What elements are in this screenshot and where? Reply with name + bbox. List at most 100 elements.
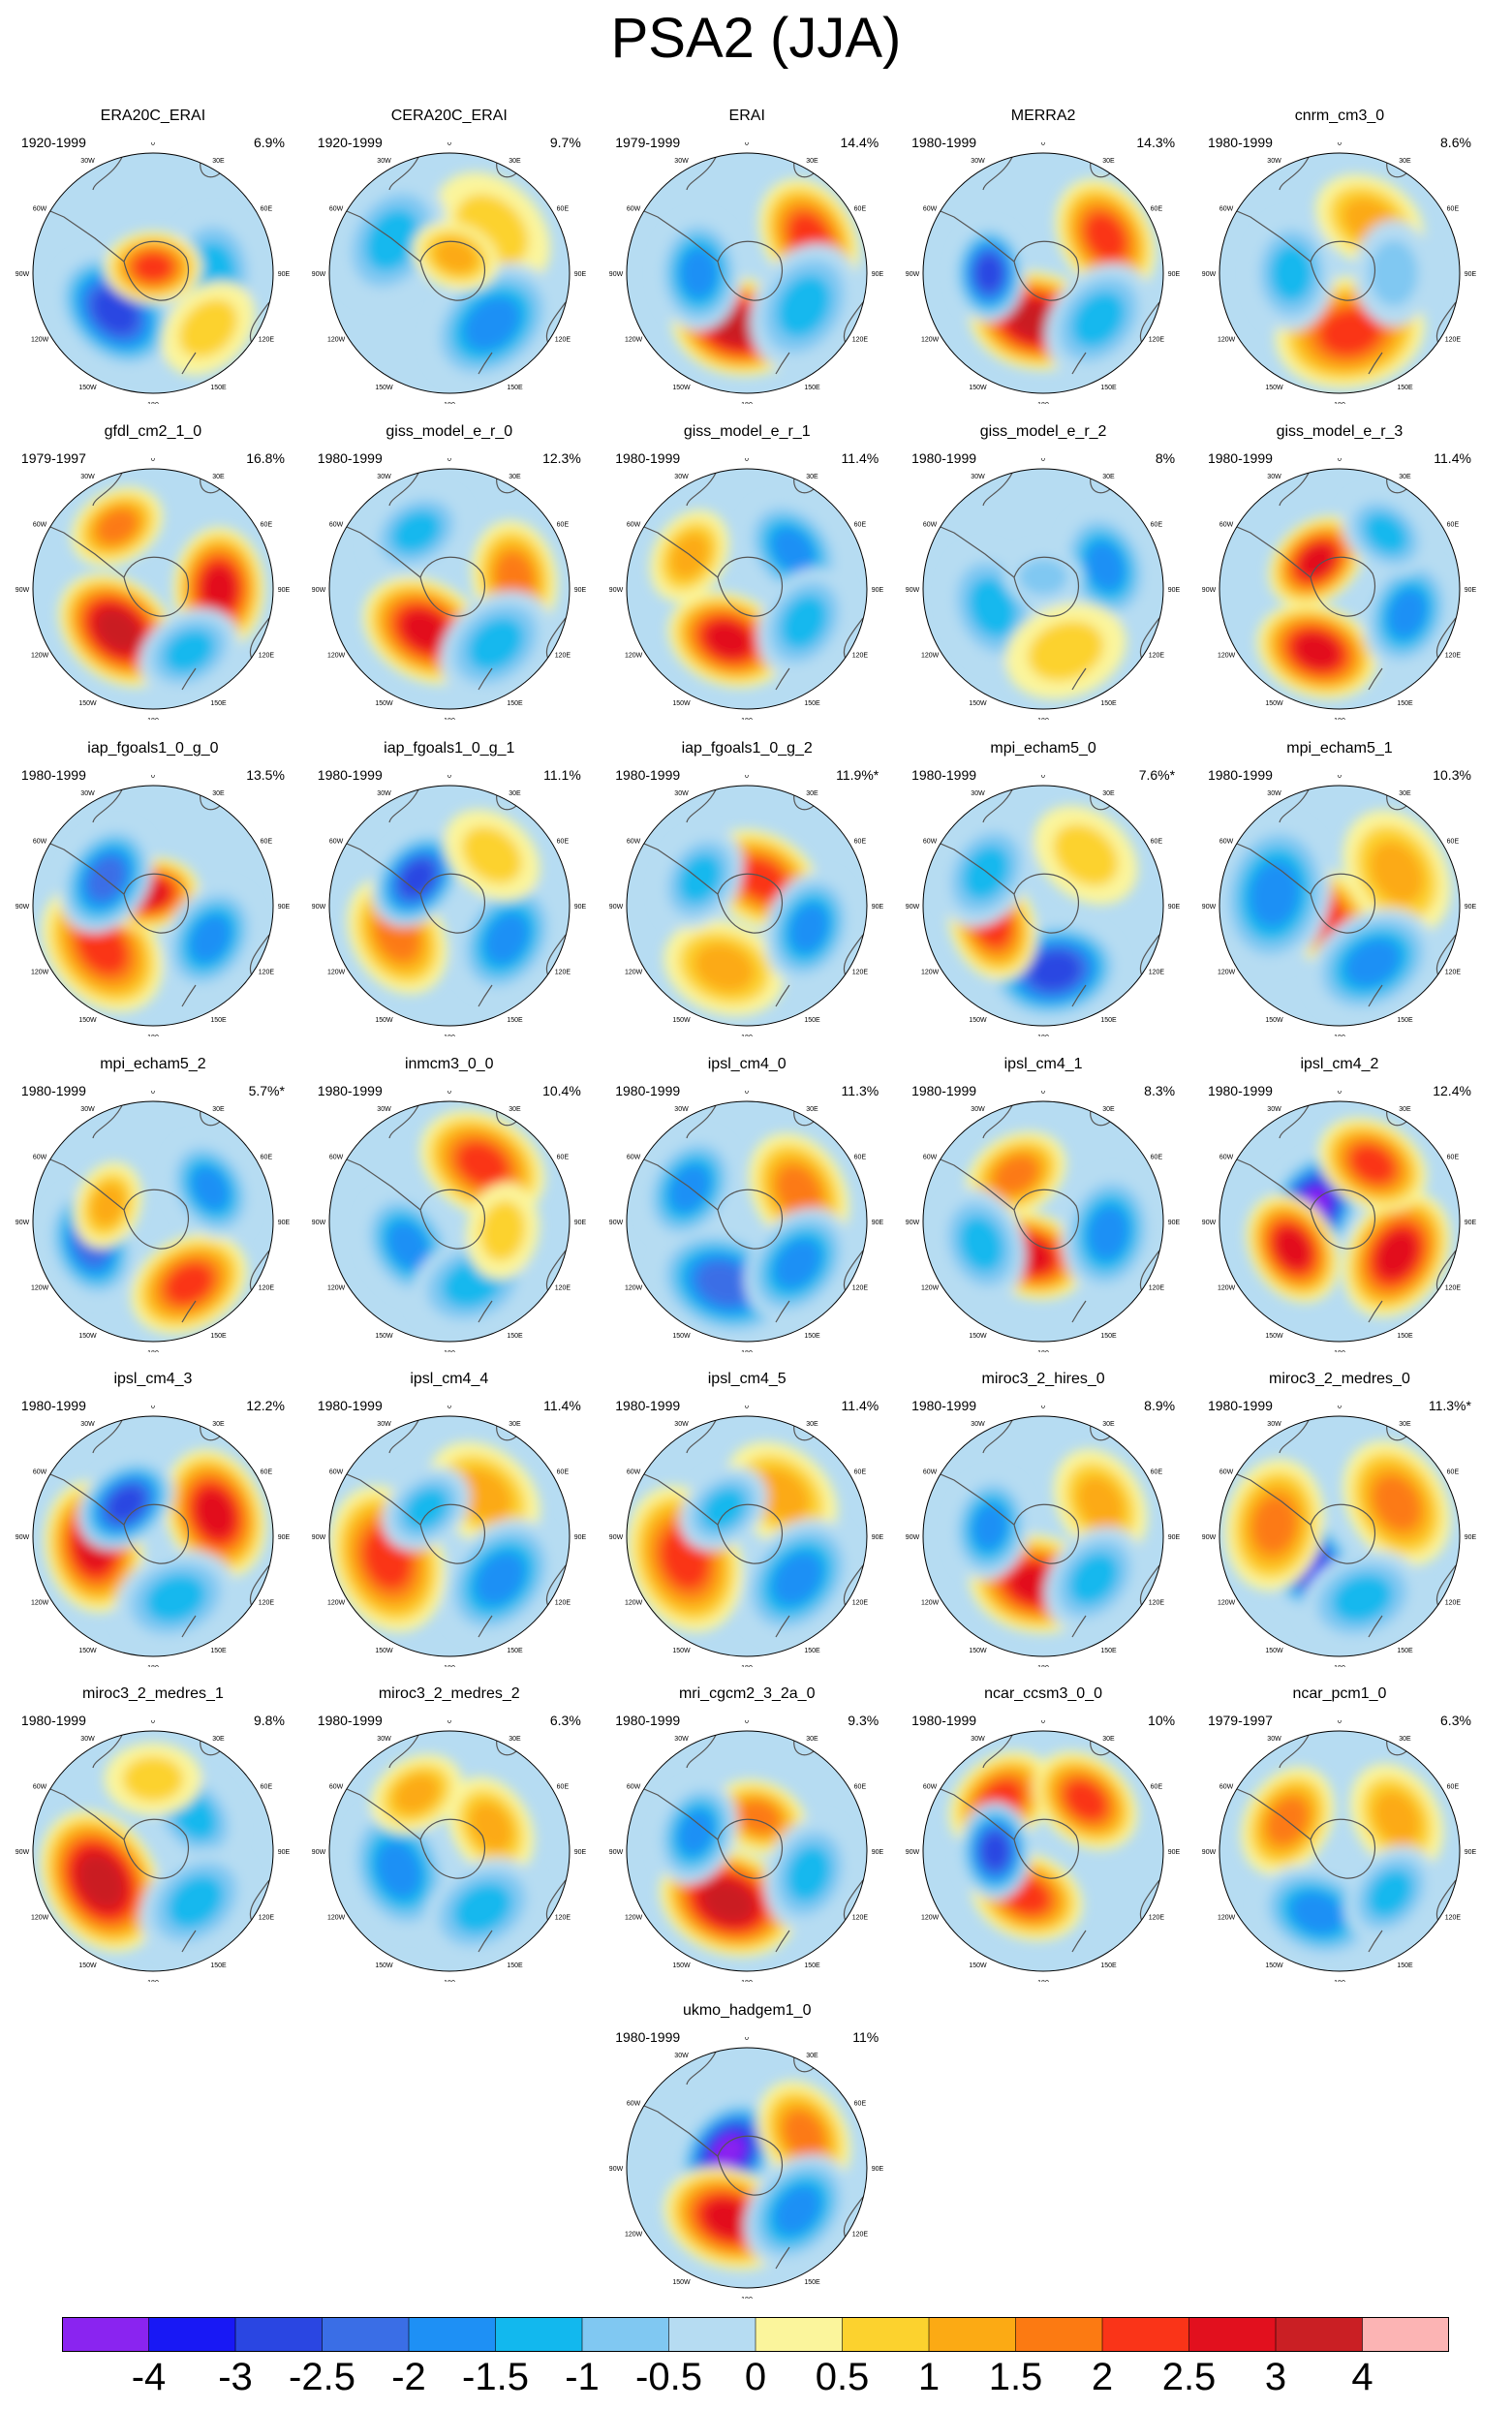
lon-tick-label: 150W — [673, 1648, 692, 1654]
lon-tick-label: 30W — [675, 2053, 690, 2059]
panel-title: ncar_ccsm3_0_0 — [984, 1685, 1102, 1703]
lon-tick-label: 180 — [1334, 1980, 1345, 1982]
colorbar-tick-label: 1 — [917, 2356, 941, 2398]
lon-tick-label: 120E — [555, 1600, 571, 1607]
lon-tick-label: 60E — [261, 1469, 273, 1476]
lon-tick-label: 120E — [259, 653, 275, 660]
colorbar-tick-label: 1.5 — [988, 2356, 1043, 2398]
panel-variance: 16.8% — [246, 450, 285, 467]
lon-tick-label: 150E — [1397, 1962, 1413, 1969]
lon-tick-label: 90E — [1465, 1220, 1477, 1226]
lon-tick-label: 150E — [1100, 1962, 1117, 1969]
lon-tick-label: 120W — [327, 969, 346, 975]
lon-tick-label: 180 — [741, 2297, 753, 2299]
lon-tick-label: 120E — [1445, 969, 1462, 975]
lon-tick-label: 120W — [921, 1915, 940, 1922]
lon-tick-label: 30W — [80, 790, 95, 797]
lon-tick-label: 0 — [745, 1406, 749, 1410]
panel-title: miroc3_2_medres_2 — [378, 1685, 520, 1703]
lon-tick-label: 150W — [375, 700, 393, 707]
lon-tick-label: 60W — [33, 1784, 47, 1791]
lon-tick-label: 60W — [923, 1155, 938, 1161]
lon-tick-label: 150E — [805, 385, 821, 391]
lon-tick-label: 60W — [923, 1469, 938, 1476]
lon-tick-label: 120E — [1149, 1600, 1165, 1607]
lon-tick-label: 180 — [741, 718, 753, 720]
colorbar-tick-label: 2 — [1091, 2356, 1114, 2398]
lon-tick-label: 30E — [509, 474, 521, 480]
panel-variance: 11.9%* — [836, 766, 879, 783]
lon-tick-label: 150W — [969, 700, 987, 707]
lon-tick-label: 120W — [921, 336, 940, 343]
lon-tick-label: 0 — [151, 1091, 155, 1096]
map-panel: mpi_echam5_2 1980-1999 5.7%* 0 30E 60E 90E 120E… — [8, 1056, 298, 1356]
lon-tick-label: 90E — [278, 1220, 291, 1226]
lon-tick-label: 150W — [78, 700, 97, 707]
panel-title: ipsl_cm4_0 — [707, 1056, 787, 1073]
lon-tick-label: 120E — [1445, 653, 1462, 660]
lon-tick-label: 60E — [1151, 205, 1163, 212]
panel-title: mpi_echam5_2 — [100, 1056, 206, 1073]
lon-tick-label: 60E — [1151, 1784, 1163, 1791]
panel-variance: 11.3%* — [1428, 1398, 1471, 1414]
lon-tick-label: 90E — [1168, 271, 1181, 278]
lon-tick-label: 60E — [1151, 1469, 1163, 1476]
lon-tick-label: 30E — [1102, 790, 1115, 797]
panel-period: 1980-1999 — [20, 766, 86, 783]
lon-tick-label: 150E — [210, 385, 227, 391]
panel-title: giss_model_e_r_2 — [979, 423, 1107, 441]
panel-variance: 8.6% — [1440, 134, 1471, 150]
lon-tick-label: 90E — [872, 1220, 884, 1226]
lon-tick-label: 150W — [78, 385, 97, 391]
lon-tick-label: 120W — [921, 653, 940, 660]
lon-tick-label: 150E — [805, 700, 821, 707]
panel-title: MERRA2 — [1010, 107, 1076, 124]
lon-tick-label: 120E — [259, 969, 275, 975]
lon-tick-label: 60E — [261, 1784, 273, 1791]
panel-title: giss_model_e_r_1 — [683, 423, 811, 441]
panel-title: ncar_pcm1_0 — [1292, 1685, 1387, 1703]
lon-tick-label: 60E — [556, 1155, 569, 1161]
lon-tick-label: 60E — [854, 2100, 867, 2107]
lon-tick-label: 120E — [259, 1915, 275, 1922]
colorbar-swatch — [1015, 2317, 1103, 2352]
colorbar-tick-label: -4 — [131, 2356, 167, 2398]
lon-tick-label: 90W — [312, 1849, 326, 1856]
panel-title: CERA20C_ERAI — [390, 107, 508, 124]
lon-tick-label: 120W — [1218, 1915, 1236, 1922]
panel-title: ERA20C_ERAI — [100, 107, 206, 124]
map-panel: giss_model_e_r_0 1980-1999 12.3% 0 30E 60E 90E… — [304, 423, 595, 724]
lon-tick-label: 90E — [278, 271, 291, 278]
lon-tick-label: 30E — [806, 790, 818, 797]
lon-tick-label: 60W — [1219, 205, 1234, 212]
lon-tick-label: 30E — [1102, 158, 1115, 165]
lon-tick-label: 60W — [627, 522, 641, 529]
lon-tick-label: 180 — [444, 1350, 455, 1352]
panel-title: ERAI — [728, 107, 765, 124]
lon-tick-label: 60W — [923, 522, 938, 529]
polar-map: 0 30E 60E 90E 120E 150E 180 150W 120W 90W 60W 30W — [609, 142, 884, 404]
lon-tick-label: 60W — [329, 522, 344, 529]
lon-tick-label: 120E — [852, 1915, 869, 1922]
lon-tick-label: 150W — [673, 2278, 692, 2285]
lon-tick-label: 150W — [969, 1017, 987, 1024]
lon-tick-label: 120E — [259, 1285, 275, 1292]
lon-tick-label: 60E — [1447, 1469, 1460, 1476]
panel-period: 1920-1999 — [20, 134, 86, 150]
lon-tick-label: 150E — [1397, 385, 1413, 391]
lon-tick-label: 60W — [33, 205, 47, 212]
lon-tick-label: 30E — [1102, 1106, 1115, 1113]
lon-tick-label: 30E — [212, 1421, 225, 1428]
lon-tick-label: 150W — [375, 1962, 393, 1969]
panel-variance: 6.9% — [254, 134, 285, 150]
panel-variance: 6.3% — [1440, 1713, 1471, 1729]
lon-tick-label: 90W — [1202, 904, 1217, 911]
lon-tick-label: 90W — [312, 1534, 326, 1541]
lon-tick-label: 90E — [872, 904, 884, 911]
polar-map: 0 30E 60E 90E 120E 150E 180 150W 120W 90W 60W 30W — [15, 1091, 291, 1352]
polar-map: 0 30E 60E 90E 120E 150E 180 150W 120W 90W 60W 30W — [906, 458, 1181, 720]
panel-title: inmcm3_0_0 — [404, 1056, 494, 1073]
lon-tick-label: 30E — [1399, 790, 1411, 797]
lon-tick-label: 120W — [625, 653, 643, 660]
lon-tick-label: 150E — [1397, 1648, 1413, 1654]
